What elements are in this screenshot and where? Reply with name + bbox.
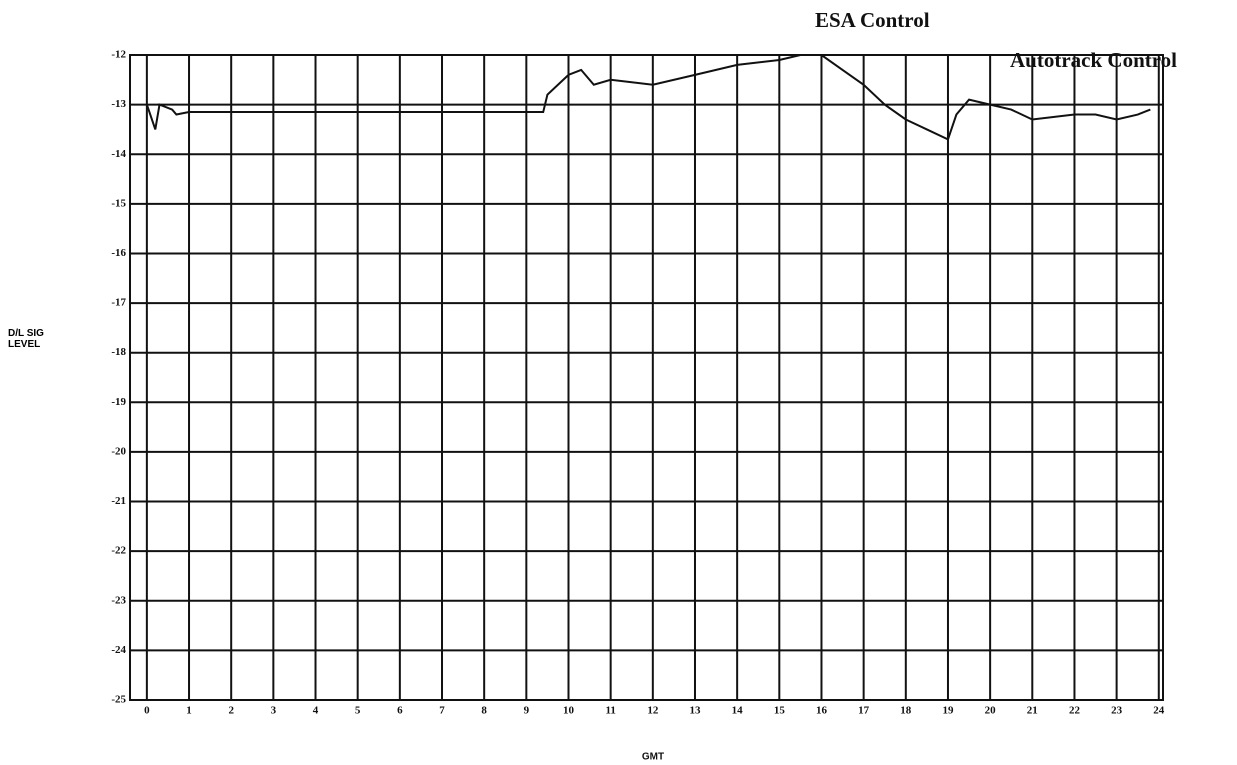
- y-tick-label: -16: [111, 247, 126, 259]
- x-tick-label: 15: [774, 705, 786, 717]
- x-tick-label: 7: [439, 705, 445, 717]
- annotation: Autotrack Control: [1010, 48, 1177, 72]
- x-tick-label: 21: [1027, 705, 1038, 717]
- x-tick-label: 19: [942, 705, 954, 717]
- x-tick-label: 16: [816, 705, 828, 717]
- x-tick-label: 14: [732, 705, 744, 717]
- x-tick-label: 13: [689, 705, 701, 717]
- x-tick-label: 3: [271, 705, 277, 717]
- y-tick-label: -15: [111, 197, 126, 209]
- y-tick-label: -19: [111, 396, 126, 408]
- x-tick-label: 12: [647, 705, 659, 717]
- data-line: [145, 54, 1151, 141]
- x-tick-label: 9: [524, 705, 530, 717]
- x-tick-label: 2: [228, 705, 234, 717]
- x-tick-label: 5: [355, 705, 361, 717]
- y-tick-label: -23: [111, 594, 126, 606]
- x-tick-label: 24: [1153, 705, 1165, 717]
- x-tick-label: 17: [858, 705, 870, 717]
- y-axis-label: D/L SIG LEVEL: [8, 328, 44, 350]
- y-tick-label: -13: [111, 98, 126, 110]
- x-tick-label: 22: [1069, 705, 1081, 717]
- y-tick-label: -12: [111, 49, 126, 61]
- y-tick-label: -21: [111, 495, 126, 507]
- y-tick-label: -25: [111, 694, 126, 706]
- x-tick-label: 6: [397, 705, 403, 717]
- x-tick-label: 0: [144, 705, 150, 717]
- y-tick-label: -14: [111, 148, 126, 160]
- y-tick-label: -17: [111, 297, 126, 309]
- y-tick-label: -18: [111, 346, 126, 358]
- x-tick-label: 4: [313, 705, 319, 717]
- x-tick-label: 1: [186, 705, 192, 717]
- x-axis-label: GMT: [642, 752, 664, 763]
- y-tick-label: -22: [111, 545, 126, 557]
- plot-frame: [129, 54, 1164, 701]
- x-tick-label: 11: [605, 705, 615, 717]
- x-tick-label: 8: [481, 705, 487, 717]
- y-tick-label: -24: [111, 644, 126, 656]
- y-tick-label: -20: [111, 445, 126, 457]
- x-tick-label: 10: [563, 705, 575, 717]
- annotation: ESA Control: [815, 8, 930, 32]
- x-tick-label: 20: [985, 705, 997, 717]
- x-tick-label: 18: [900, 705, 912, 717]
- x-tick-label: 23: [1111, 705, 1123, 717]
